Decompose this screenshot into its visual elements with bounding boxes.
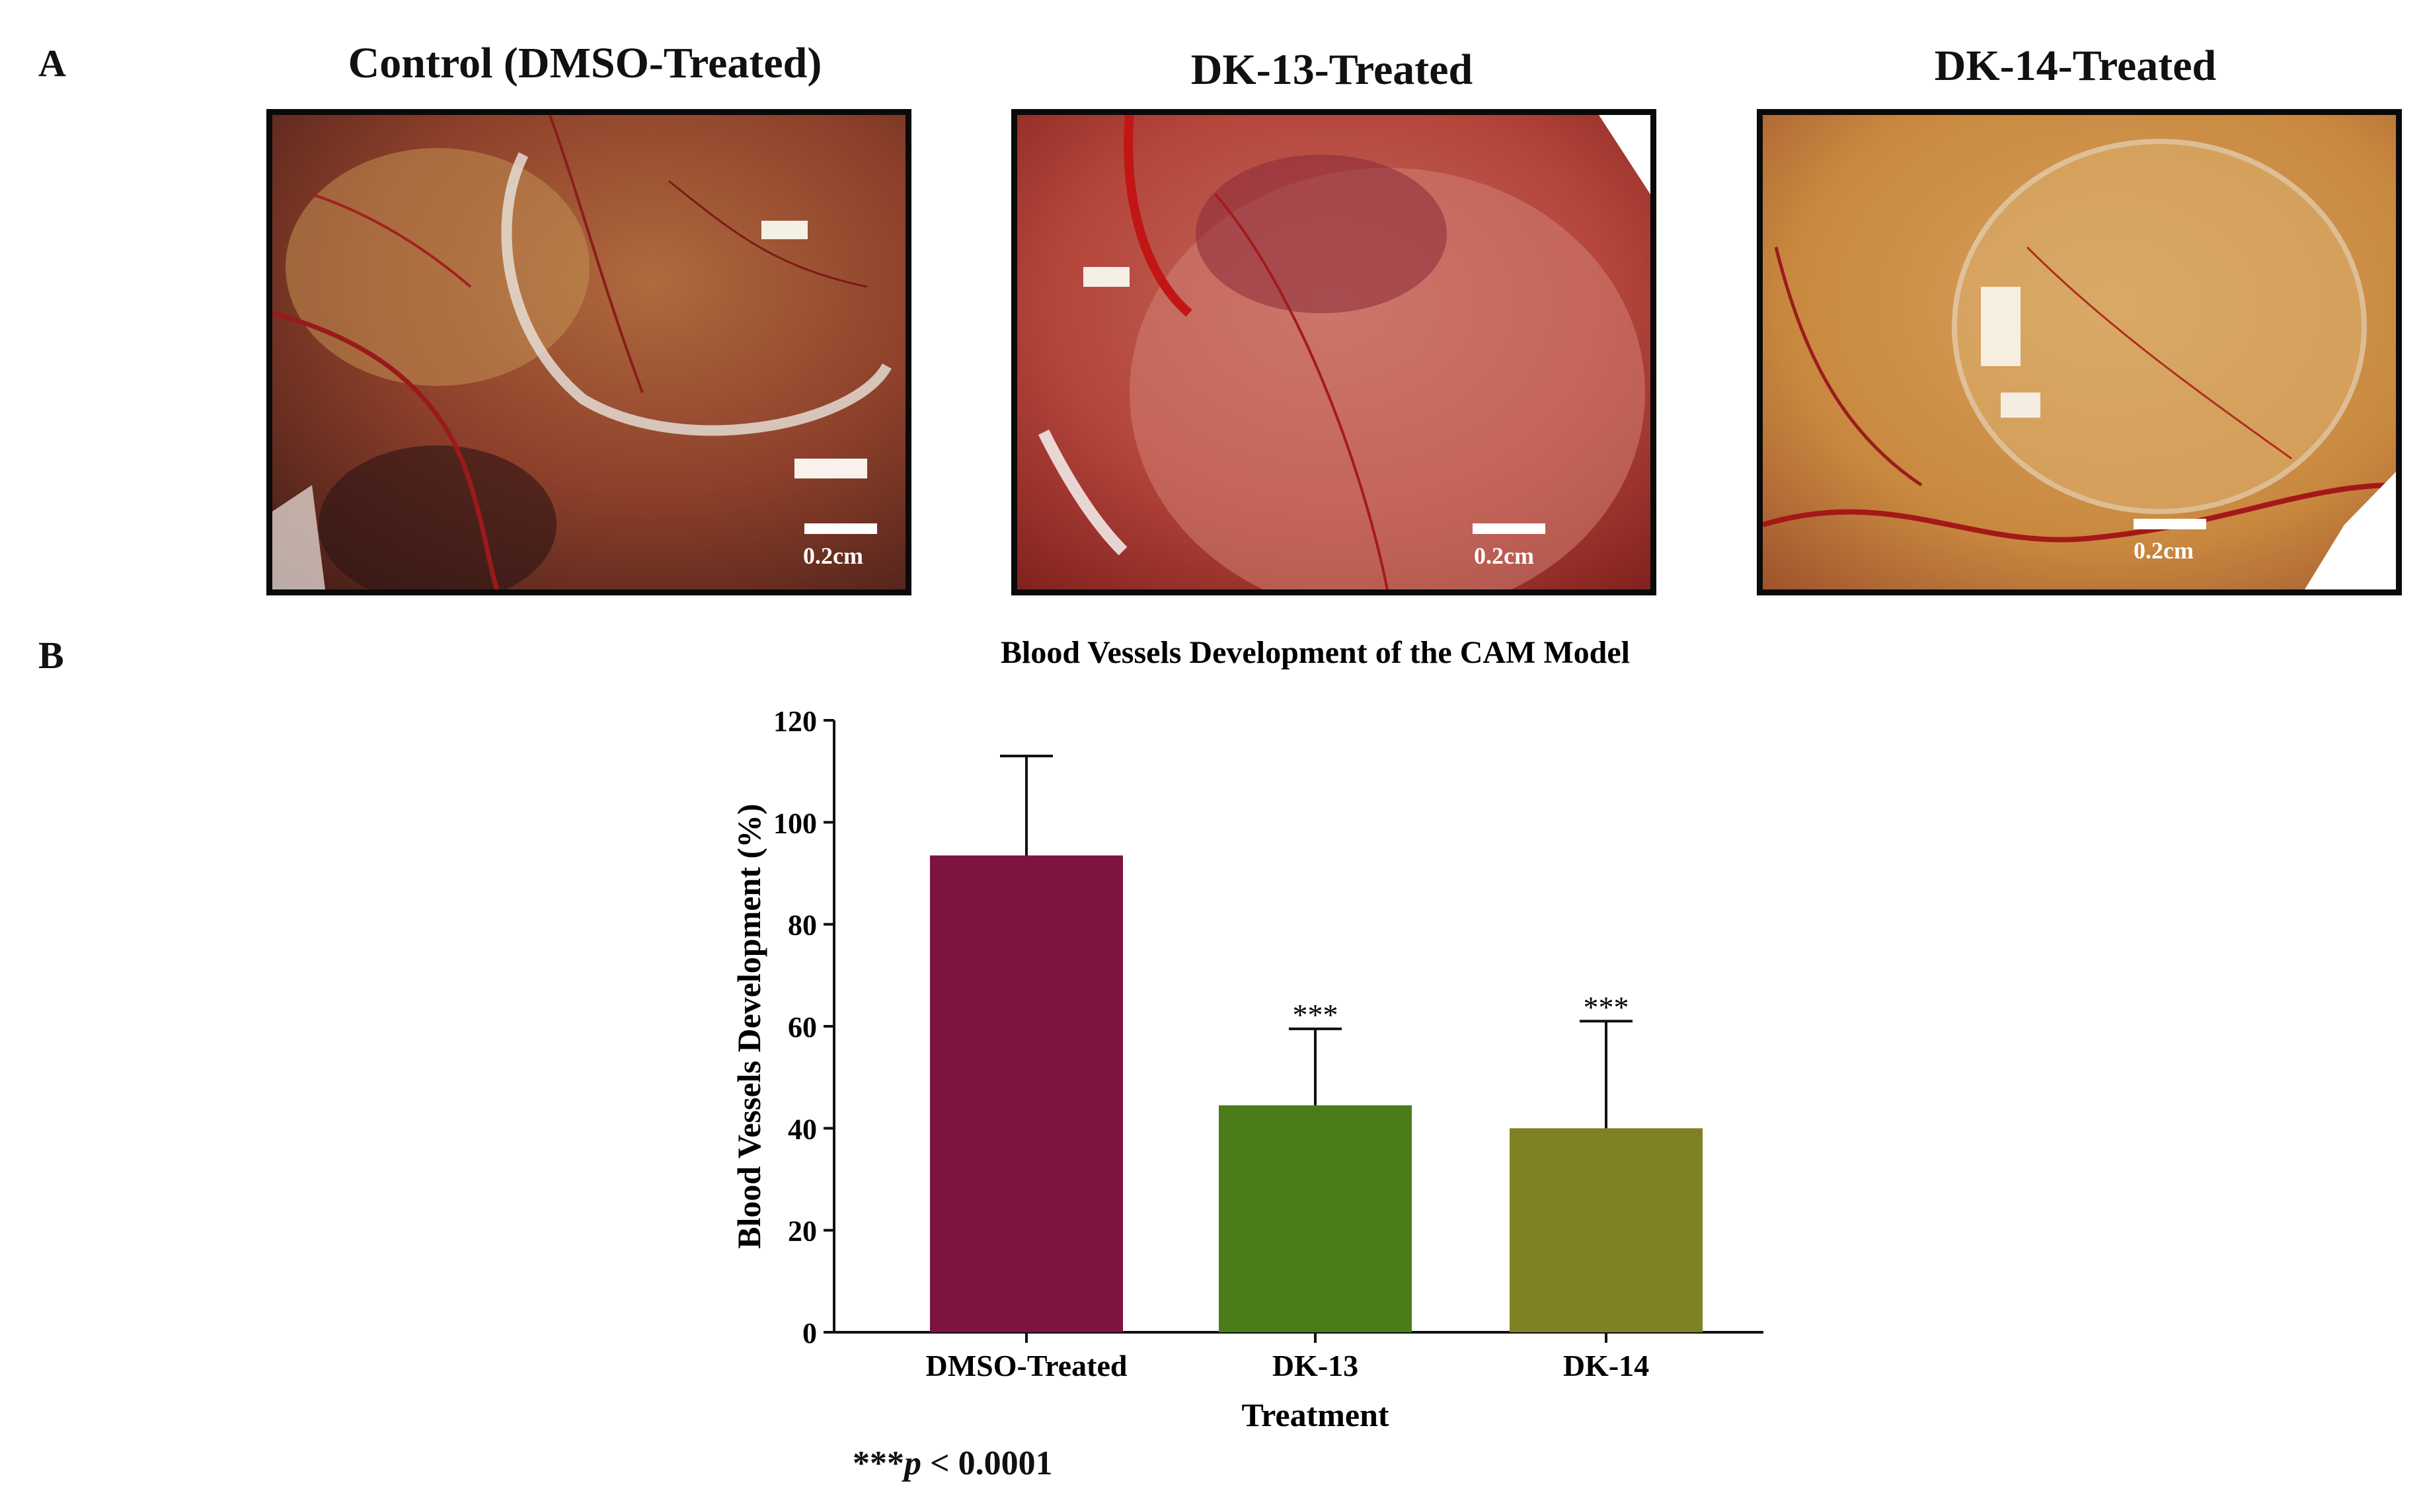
x-tick-label: DK-13 xyxy=(1272,1349,1358,1382)
scale-label-control: 0.2cm xyxy=(803,543,863,569)
panel-b-letter: B xyxy=(38,634,64,677)
scale-bar-dk13 xyxy=(1473,523,1545,534)
bar-dk-13 xyxy=(1219,1105,1412,1332)
y-tick-label: 120 xyxy=(773,705,817,737)
scale-bar-dk14 xyxy=(2134,519,2206,529)
y-tick-label: 80 xyxy=(788,909,817,942)
photo-title-dk13: DK-13-Treated xyxy=(1190,46,1473,94)
significance-marker: *** xyxy=(1293,998,1338,1032)
footnote-p: p xyxy=(904,1445,921,1482)
photo-title-control: Control (DMSO-Treated) xyxy=(348,39,822,87)
photo-title-dk14: DK-14-Treated xyxy=(1934,42,2217,90)
y-tick-label: 20 xyxy=(788,1215,817,1248)
y-axis-label: Blood Vessels Development (%) xyxy=(730,804,767,1249)
scale-label-dk13: 0.2cm xyxy=(1474,543,1534,569)
scale-bar-control xyxy=(804,523,877,534)
significance-marker: *** xyxy=(1584,990,1629,1024)
photo-dk14 xyxy=(1757,109,2402,595)
x-tick-label: DMSO-Treated xyxy=(926,1349,1128,1382)
footnote-stars: *** xyxy=(853,1445,904,1482)
y-tick-label: 40 xyxy=(788,1113,817,1145)
y-tick-label: 60 xyxy=(788,1011,817,1043)
scale-label-dk14: 0.2cm xyxy=(2134,537,2194,564)
bar-dmso-treated xyxy=(930,855,1123,1332)
panel-a-letter: A xyxy=(38,42,66,85)
bar-dk-14 xyxy=(1510,1128,1703,1332)
x-axis-label: Treatment xyxy=(1241,1396,1389,1433)
p-value-footnote: ***p < 0.0001 xyxy=(853,1444,1053,1483)
footnote-threshold: < 0.0001 xyxy=(921,1445,1053,1482)
y-tick-label: 0 xyxy=(802,1317,817,1349)
x-tick-label: DK-14 xyxy=(1563,1349,1649,1382)
chart-title: Blood Vessels Development of the CAM Mod… xyxy=(1001,635,1630,670)
photo-control xyxy=(266,109,911,595)
photo-dk13 xyxy=(1011,109,1656,595)
y-tick-label: 100 xyxy=(773,807,817,839)
